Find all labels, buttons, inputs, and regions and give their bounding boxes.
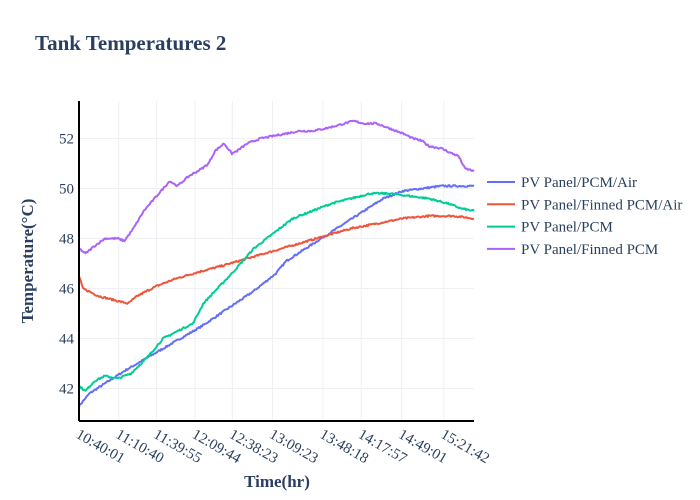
plot-area (78, 119, 475, 408)
y-tick-label: 50 (59, 182, 74, 198)
grid (78, 101, 474, 421)
x-tick-labels: 10:40:0111:10:4011:39:5512:09:4412:38:23… (73, 427, 492, 468)
series-line (78, 191, 475, 392)
y-tick-label: 52 (59, 132, 74, 148)
y-tick-label: 42 (59, 382, 74, 398)
legend-label: PV Panel/PCM/Air (521, 175, 637, 191)
x-tick-label: 15:21:42 (438, 427, 492, 468)
legend-label: PV Panel/PCM (521, 220, 613, 236)
series-line (78, 119, 475, 255)
legend: PV Panel/PCM/Air PV Panel/Finned PCM/Air P… (487, 175, 682, 258)
chart-title: Tank Temperatures 2 (35, 31, 226, 55)
legend-label: PV Panel/Finned PCM/Air (521, 197, 682, 213)
series-line (78, 214, 475, 305)
y-tick-label: 46 (59, 282, 75, 298)
axes (78, 101, 474, 422)
y-tick-label: 44 (59, 332, 75, 348)
y-tick-label: 48 (59, 232, 74, 248)
legend-label: PV Panel/Finned PCM (521, 242, 658, 258)
y-tick-labels: 42 44 46 48 50 52 (59, 132, 75, 398)
y-axis-title: Temperature(°C) (18, 199, 37, 324)
x-axis-title: Time(hr) (244, 472, 310, 491)
